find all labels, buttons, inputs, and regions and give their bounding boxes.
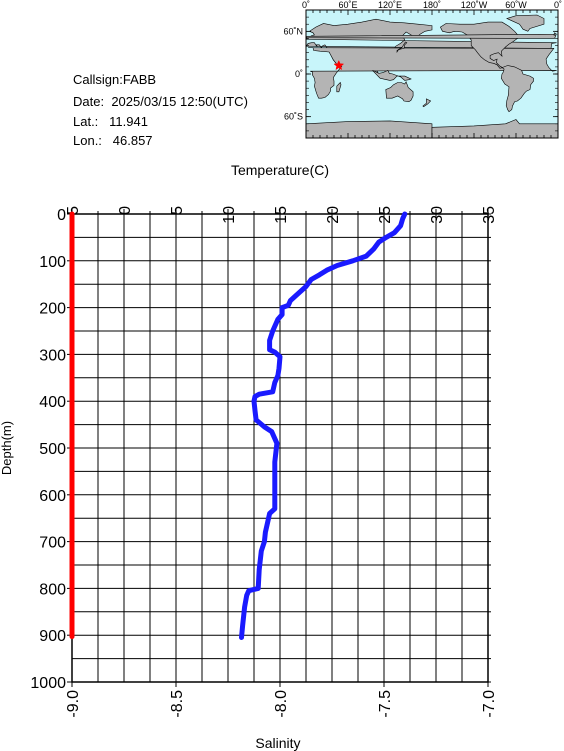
temperature-tick-label: 25 (377, 206, 394, 224)
temperature-tick-label: 30 (429, 206, 446, 224)
map-lon-label: 60˚E (338, 0, 357, 10)
salinity-axis-label: Salinity (255, 735, 300, 751)
map-lon-label: 0˚ (302, 0, 310, 10)
callsign-line: Callsign:FABB (73, 72, 156, 88)
salinity-tick-label: -7.0 (481, 690, 498, 718)
chart-series (69, 211, 408, 640)
temperature-profile-line (239, 211, 408, 640)
south-america-land (500, 65, 534, 113)
lat-line: Lat.: 11.941 (73, 114, 148, 130)
uk-land (306, 32, 558, 39)
depth-tick-label: 300 (39, 347, 66, 364)
north-america-land (440, 21, 520, 69)
station-marker-icon (333, 59, 345, 71)
depth-tick-label: 400 (39, 394, 66, 411)
greenland-land (506, 14, 545, 32)
map-lon-label: 180˚ (423, 0, 441, 10)
lon-line: Lon.: 46.857 (73, 133, 153, 149)
location-map: 0˚ 60˚E 120˚E 180˚ 120˚W 60˚W 0˚ 60˚N 0˚ 60˚S (283, 0, 562, 139)
temperature-tick-label: 10 (221, 206, 238, 224)
temperature-axis-label: Temperature(C) (231, 162, 329, 178)
depth-tick-label: 500 (39, 441, 66, 458)
japan-land (396, 41, 408, 54)
chart-grid (71, 213, 489, 683)
depth-tick-label: 600 (39, 488, 66, 505)
temperature-tick-label: 35 (481, 206, 498, 224)
lon-label: Lon.: (73, 133, 102, 148)
antarctica-west-land (431, 119, 558, 138)
temperature-tick-label: 15 (273, 206, 290, 224)
date-label: Date: (73, 94, 105, 109)
new-zealand-land (422, 98, 432, 108)
madagascar-land (336, 81, 342, 93)
temperature-tick-label: 0 (117, 206, 134, 215)
map-lon-label: 120˚E (378, 0, 402, 10)
temperature-tick-label: 5 (169, 206, 186, 215)
map-lat-label: 0˚ (295, 69, 303, 79)
indonesia-land (372, 70, 412, 81)
depth-axis-label: Depth(m) (0, 421, 14, 475)
salinity-tick-label: -8.0 (273, 690, 290, 718)
map-lat-label: 60˚S (284, 112, 303, 122)
depth-tick-label: 200 (39, 301, 66, 318)
map-lon-label: 120˚W (461, 0, 488, 10)
map-lon-label: 0˚ (554, 0, 562, 10)
salinity-tick-label: -9.0 (65, 690, 82, 718)
map-land-group (306, 14, 558, 138)
depth-tick-label: 100 (39, 254, 66, 271)
salinity-tick-label: -7.5 (377, 690, 394, 718)
depth-tick-label: 0 (57, 207, 66, 224)
depth-tick-label: 900 (39, 628, 66, 645)
lon-value: 46.857 (112, 133, 153, 148)
antarctica-land (306, 120, 433, 138)
lat-label: Lat.: (73, 114, 99, 129)
map-lon-label: 60˚W (505, 0, 527, 10)
salinity-tick-label: -8.5 (169, 690, 186, 718)
depth-tick-label: 1000 (30, 675, 66, 692)
lat-value: 11.941 (109, 114, 148, 129)
callsign-value: FABB (122, 72, 157, 87)
depth-tick-label: 800 (39, 581, 66, 598)
depth-tick-label: 700 (39, 535, 66, 552)
australia-land (385, 81, 414, 103)
map-lat-label: 60˚N (283, 26, 303, 36)
callsign-label: Callsign: (73, 72, 123, 87)
date-value: 2025/03/15 12:50(UTC) (111, 94, 248, 109)
date-line: Date: 2025/03/15 12:50(UTC) (73, 94, 248, 110)
chart-axes: -5 0 5 10 15 20 25 30 35-9.0 -8.5 -8.0 -7.5 -7.00100… (30, 206, 498, 718)
temperature-tick-label: 20 (325, 206, 342, 224)
